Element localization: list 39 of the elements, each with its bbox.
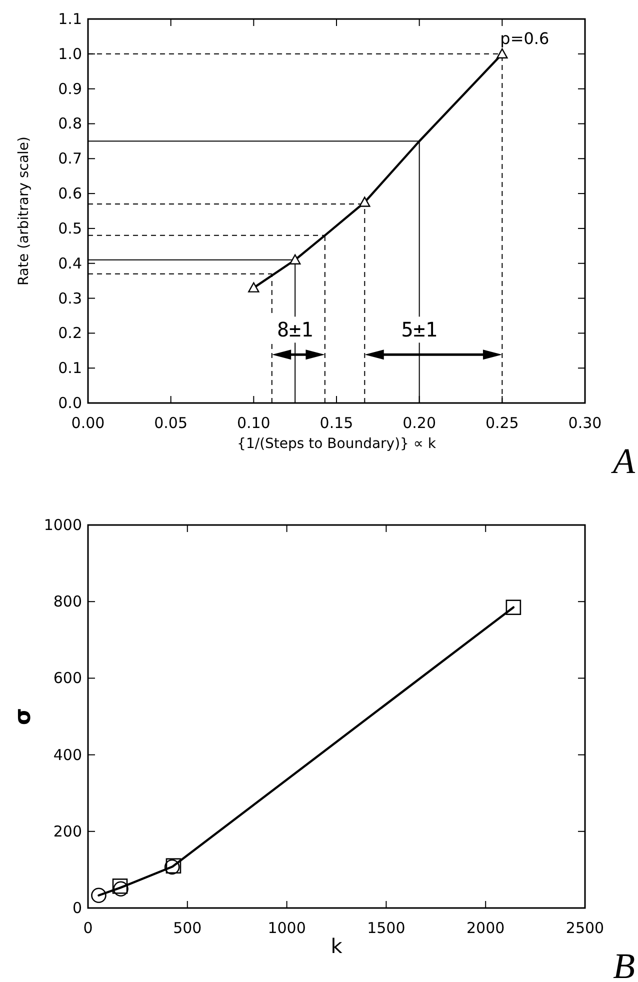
y-tick-label: 0.2 <box>58 324 82 342</box>
y-tick-label: 600 <box>53 669 82 688</box>
x-tick-label: 0.05 <box>154 414 188 432</box>
annotation: p=0.6 <box>500 28 550 48</box>
y-tick-label: 0.8 <box>58 114 82 133</box>
y-tick-label: 0.7 <box>58 150 82 168</box>
y-axis-title: Rate (arbitrary scale) <box>16 136 32 286</box>
annotation: 5±1 <box>401 318 438 342</box>
y-axis-title: σ <box>11 708 36 726</box>
x-tick-label: 2000 <box>466 919 505 937</box>
y-tick-label: 0.6 <box>58 184 82 203</box>
x-tick-label: 0.20 <box>402 414 436 432</box>
x-tick-label: 2500 <box>566 919 604 937</box>
text: A <box>611 441 636 481</box>
x-tick-label: 500 <box>173 919 202 937</box>
y-tick-label: 400 <box>53 746 82 764</box>
x-tick-label: 0.15 <box>320 414 354 432</box>
x-tick-label: 0.00 <box>71 414 105 432</box>
y-tick-label: 1.1 <box>58 10 82 28</box>
x-tick-label: 0 <box>83 919 93 937</box>
y-tick-label: 200 <box>53 822 82 840</box>
y-tick-label: 0.5 <box>58 219 82 238</box>
x-tick-label: 1000 <box>268 919 306 937</box>
x-tick-label: 0.25 <box>485 414 519 432</box>
y-tick-label: 0.1 <box>58 359 82 378</box>
y-tick-label: 0 <box>72 899 82 917</box>
x-tick-label: 1500 <box>367 919 406 937</box>
x-axis-title: k <box>330 934 343 958</box>
y-tick-label: 0.4 <box>58 254 82 272</box>
y-tick-label: 1000 <box>44 516 82 534</box>
y-tick-label: 1.0 <box>58 44 82 63</box>
annotation: 8±1 <box>277 318 314 342</box>
y-tick-label: 800 <box>53 592 82 611</box>
x-axis-title: {1/(Steps to Boundary)} ∝ k <box>237 436 437 452</box>
y-tick-label: 0.9 <box>58 80 82 98</box>
x-tick-label: 0.10 <box>236 414 270 432</box>
y-tick-label: 0.3 <box>58 289 82 308</box>
y-tick-label: 0.0 <box>58 394 82 412</box>
x-tick-label: 0.30 <box>568 414 602 432</box>
